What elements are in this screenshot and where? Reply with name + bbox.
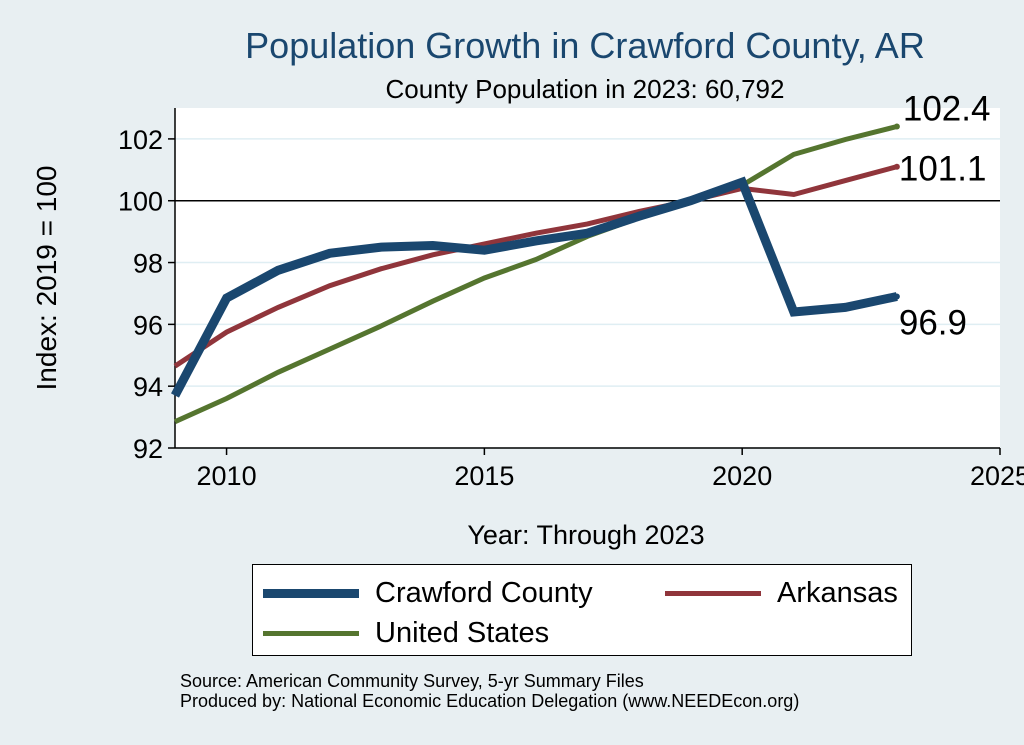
x-tick-label-2010: 2010: [197, 461, 257, 491]
producer-note: Produced by: National Economic Education…: [180, 691, 800, 711]
end-marker-arkansas: [893, 163, 900, 170]
legend-item-united-states: United States: [263, 617, 549, 650]
source-note: Source: American Community Survey, 5-yr …: [180, 671, 644, 691]
x-axis-label: Year: Through 2023: [467, 520, 704, 550]
y-tick-label-94: 94: [133, 372, 163, 402]
end-label-arkansas: 101.1: [899, 150, 987, 189]
y-axis-label: Index: 2019 = 100: [31, 166, 62, 391]
y-tick-label-92: 92: [133, 434, 163, 464]
chart-title: Population Growth in Crawford County, AR: [245, 25, 925, 66]
y-tick-label-96: 96: [133, 310, 163, 340]
y-tick-label-100: 100: [118, 187, 163, 217]
end-marker-united-states: [893, 123, 900, 130]
y-tick-label-102: 102: [118, 125, 163, 155]
legend-swatch-crawford: [263, 589, 359, 598]
legend-label-united-states: United States: [375, 617, 550, 649]
y-tick-label-98: 98: [133, 249, 163, 279]
notes: Source: American Community Survey, 5-yr …: [180, 671, 799, 711]
end-label-united-states: 102.4: [903, 90, 991, 129]
chart-subtitle: County Population in 2023: 60,792: [386, 74, 785, 104]
legend-swatch-arkansas: [665, 591, 761, 596]
legend-label-arkansas: Arkansas: [777, 577, 898, 609]
x-tick-label-2025: 2025: [970, 461, 1024, 491]
x-tick-label-2015: 2015: [454, 461, 514, 491]
legend: Crawford County Arkansas United States: [252, 564, 912, 656]
end-marker-crawford: [893, 293, 900, 300]
plot-area: [175, 108, 1000, 448]
legend-label-crawford: Crawford County: [375, 577, 593, 609]
legend-swatch-united-states: [263, 631, 359, 636]
end-label-crawford: 96.9: [899, 304, 967, 343]
x-tick-label-2020: 2020: [712, 461, 772, 491]
legend-item-crawford: Crawford County: [263, 577, 593, 610]
legend-item-arkansas: Arkansas: [665, 577, 898, 610]
